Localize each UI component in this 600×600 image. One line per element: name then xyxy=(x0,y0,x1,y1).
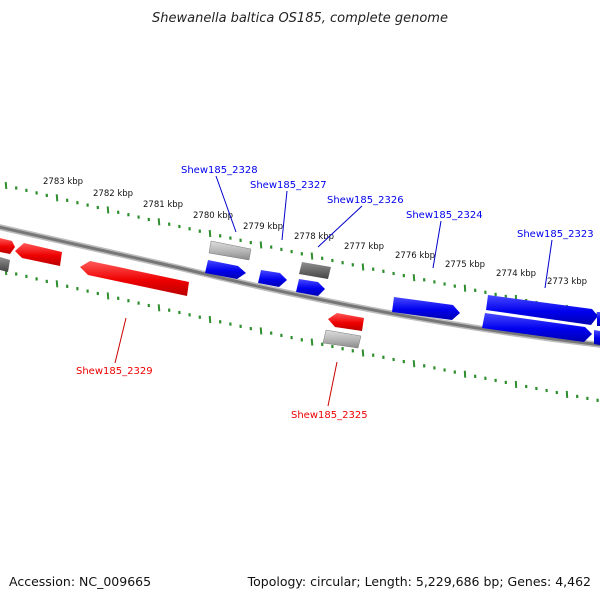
gene-label-shew185-2327[interactable]: Shew185_2327 xyxy=(250,180,327,191)
major-tick xyxy=(106,292,110,300)
gene-feature-shew185-2328[interactable] xyxy=(205,260,246,279)
major-tick xyxy=(310,338,314,346)
kbp-label: 2776 kbp xyxy=(395,251,435,261)
major-tick xyxy=(412,274,416,282)
gene-feature-red-edge[interactable] xyxy=(0,238,15,254)
major-tick xyxy=(361,263,365,271)
gene-label-shew185-2325[interactable]: Shew185_2325 xyxy=(291,410,368,421)
kbp-label: 2783 kbp xyxy=(43,177,83,187)
kbp-label: 2780 kbp xyxy=(193,211,233,221)
gene-leader-lines xyxy=(114,175,553,407)
gene-feature-grey[interactable] xyxy=(208,240,252,261)
kbp-labels: 2783 kbp 2782 kbp 2781 kbp 2780 kbp 2779… xyxy=(43,177,587,287)
major-tick xyxy=(310,252,314,260)
gene-feature-shew185-2327[interactable] xyxy=(258,270,287,287)
kbp-label: 2779 kbp xyxy=(243,222,283,232)
major-tick xyxy=(106,206,110,214)
gene-feature-blue-lower[interactable] xyxy=(482,313,592,342)
genome-summary-text: Topology: circular; Length: 5,229,686 bp… xyxy=(247,574,591,589)
gene-feature-shew185-2326[interactable] xyxy=(296,279,325,296)
kbp-label: 2777 kbp xyxy=(344,242,384,252)
kbp-label: 2782 kbp xyxy=(93,189,133,199)
kbp-label: 2773 kbp xyxy=(547,277,587,287)
kbp-label: 2775 kbp xyxy=(445,260,485,270)
gene-feature-shew185-2325[interactable] xyxy=(328,313,364,331)
gene-feature-shew185-2329[interactable] xyxy=(80,261,189,296)
major-tick xyxy=(259,327,263,335)
major-tick xyxy=(157,304,161,312)
major-tick xyxy=(259,241,263,249)
inner-tick-track xyxy=(4,267,599,402)
gene-label-shew185-2324[interactable]: Shew185_2324 xyxy=(406,210,483,221)
gene-label-shew185-2329[interactable]: Shew185_2329 xyxy=(76,366,153,377)
major-tick xyxy=(208,315,212,324)
kbp-label: 2774 kbp xyxy=(496,269,536,279)
gene-label-shew185-2328[interactable]: Shew185_2328 xyxy=(181,165,258,176)
gene-feature-grey-edge[interactable] xyxy=(0,257,10,272)
major-tick xyxy=(208,229,212,238)
accession-text: Accession: NC_009665 xyxy=(9,574,151,589)
gene-feature-blue-edge[interactable] xyxy=(594,330,600,345)
gene-feature-shew185-2324[interactable] xyxy=(392,297,460,320)
gene-feature-red[interactable] xyxy=(15,243,62,266)
kbp-label: 2781 kbp xyxy=(143,200,183,210)
reverse-features xyxy=(0,238,364,349)
major-tick xyxy=(55,194,59,202)
genome-title: Shewanella baltica OS185, complete genom… xyxy=(152,11,448,26)
kbp-label: 2778 kbp xyxy=(294,232,334,242)
genome-backbone xyxy=(0,224,600,348)
gene-labels: Shew185_2328 Shew185_2327 Shew185_2326 S… xyxy=(76,165,594,421)
gene-feature-shew185-2323[interactable] xyxy=(486,295,598,325)
gene-feature-darkgrey[interactable] xyxy=(299,262,331,279)
major-tick xyxy=(361,349,365,357)
gene-feature-blue-edge[interactable] xyxy=(597,312,600,326)
major-tick xyxy=(4,181,8,190)
major-tick xyxy=(412,360,416,368)
gene-label-shew185-2326[interactable]: Shew185_2326 xyxy=(327,195,404,206)
gene-label-shew185-2323[interactable]: Shew185_2323 xyxy=(517,229,594,240)
gene-feature-grey[interactable] xyxy=(322,329,362,349)
outer-tick-track xyxy=(4,181,599,316)
major-tick xyxy=(55,280,59,288)
major-tick xyxy=(157,218,161,226)
forward-features xyxy=(205,240,600,345)
